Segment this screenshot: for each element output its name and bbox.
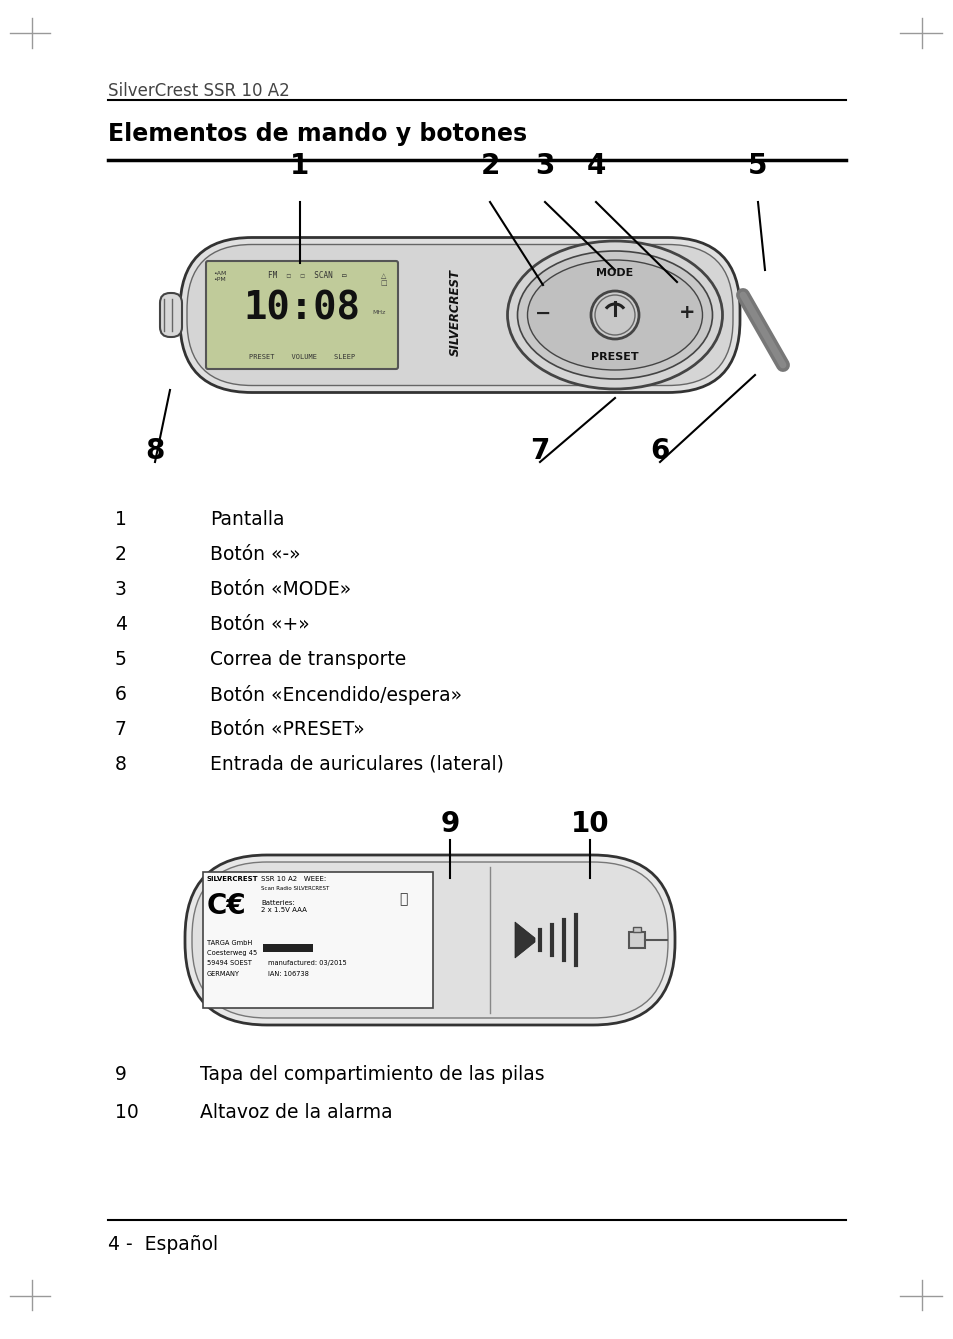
Text: 10:08: 10:08 xyxy=(243,291,360,328)
Text: 9: 9 xyxy=(440,810,459,838)
Text: 6: 6 xyxy=(650,437,669,465)
Text: MHz: MHz xyxy=(373,311,386,316)
Text: SILVERCREST: SILVERCREST xyxy=(207,876,258,882)
Ellipse shape xyxy=(527,260,701,370)
Text: 59494 SOEST: 59494 SOEST xyxy=(207,960,252,965)
Polygon shape xyxy=(515,923,535,957)
Text: 10: 10 xyxy=(115,1103,138,1122)
Text: Scan Radio SILVERCREST: Scan Radio SILVERCREST xyxy=(261,886,329,890)
Text: 4 -  Español: 4 - Español xyxy=(108,1235,218,1255)
Text: 3: 3 xyxy=(535,153,554,179)
Text: 5: 5 xyxy=(747,153,767,179)
Text: 7: 7 xyxy=(115,720,127,739)
Text: 6: 6 xyxy=(115,686,127,704)
Text: Elementos de mando y botones: Elementos de mando y botones xyxy=(108,122,527,146)
Ellipse shape xyxy=(507,241,721,390)
Text: Botón «Encendido/espera»: Botón «Encendido/espera» xyxy=(210,686,461,706)
Text: 🗑: 🗑 xyxy=(398,892,407,907)
Text: SilverCrest SSR 10 A2: SilverCrest SSR 10 A2 xyxy=(108,82,290,100)
Text: Batteries:
2 x 1.5V AAA: Batteries: 2 x 1.5V AAA xyxy=(261,900,307,913)
Text: Entrada de auriculares (lateral): Entrada de auriculares (lateral) xyxy=(210,755,503,774)
Text: 1: 1 xyxy=(290,153,310,179)
Text: FM  ☐  ☐  SCAN  ▭: FM ☐ ☐ SCAN ▭ xyxy=(268,270,346,280)
Text: −: − xyxy=(535,304,551,323)
Text: PRESET    VOLUME    SLEEP: PRESET VOLUME SLEEP xyxy=(249,353,355,360)
Bar xyxy=(263,944,313,952)
Text: Correa de transporte: Correa de transporte xyxy=(210,649,406,670)
Text: C€: C€ xyxy=(207,892,247,920)
Circle shape xyxy=(590,291,639,339)
Circle shape xyxy=(595,295,635,335)
Text: GERMANY: GERMANY xyxy=(207,971,240,977)
Text: 1: 1 xyxy=(115,510,127,529)
Text: MODE: MODE xyxy=(596,268,633,279)
Text: 5: 5 xyxy=(115,649,127,670)
Text: •AM
•PM: •AM •PM xyxy=(213,270,226,281)
Text: Pantalla: Pantalla xyxy=(210,510,284,529)
FancyBboxPatch shape xyxy=(206,261,397,370)
Text: 10: 10 xyxy=(570,810,609,838)
Text: 4: 4 xyxy=(586,153,605,179)
Text: SILVERCREST: SILVERCREST xyxy=(448,269,461,356)
Text: 2: 2 xyxy=(479,153,499,179)
Text: 8: 8 xyxy=(115,755,127,774)
Text: 9: 9 xyxy=(115,1065,127,1085)
Text: △
□: △ □ xyxy=(380,273,387,287)
Text: IAN: 106738: IAN: 106738 xyxy=(268,971,309,977)
Text: Botón «+»: Botón «+» xyxy=(210,615,310,633)
FancyBboxPatch shape xyxy=(187,245,732,386)
FancyBboxPatch shape xyxy=(192,862,667,1018)
Text: 3: 3 xyxy=(115,580,127,599)
Text: Botón «-»: Botón «-» xyxy=(210,545,300,564)
Bar xyxy=(633,927,640,932)
FancyBboxPatch shape xyxy=(180,237,740,392)
Text: SSR 10 A2   WEEE:: SSR 10 A2 WEEE: xyxy=(261,876,326,882)
Text: 7: 7 xyxy=(530,437,549,465)
Text: Altavoz de la alarma: Altavoz de la alarma xyxy=(200,1103,393,1122)
Text: TARGA GmbH: TARGA GmbH xyxy=(207,940,252,945)
Text: 2: 2 xyxy=(115,545,127,564)
FancyBboxPatch shape xyxy=(160,293,182,337)
Text: Botón «PRESET»: Botón «PRESET» xyxy=(210,720,364,739)
FancyBboxPatch shape xyxy=(185,856,675,1024)
Text: +: + xyxy=(678,304,695,323)
Bar xyxy=(628,932,644,948)
Text: 8: 8 xyxy=(145,437,165,465)
FancyBboxPatch shape xyxy=(203,872,433,1008)
Text: 4: 4 xyxy=(115,615,127,633)
Text: Tapa del compartimiento de las pilas: Tapa del compartimiento de las pilas xyxy=(200,1065,544,1085)
Text: Botón «MODE»: Botón «MODE» xyxy=(210,580,351,599)
Text: manufactured: 03/2015: manufactured: 03/2015 xyxy=(268,960,346,965)
Text: PRESET: PRESET xyxy=(591,352,639,362)
Ellipse shape xyxy=(517,250,712,379)
Text: Coesterweg 45: Coesterweg 45 xyxy=(207,949,257,956)
